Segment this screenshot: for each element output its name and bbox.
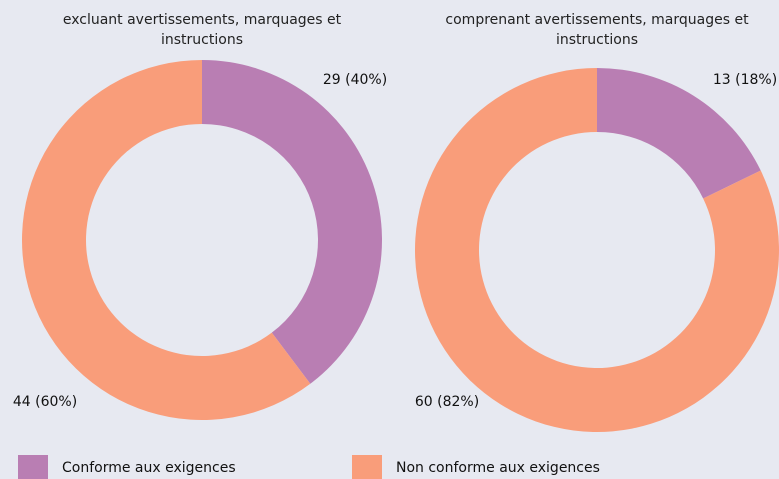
legend-label: Non conforme aux exigences xyxy=(396,460,600,476)
legend-swatch xyxy=(18,455,48,479)
chart-subtitle: comprenant avertissements, marquages et … xyxy=(445,12,749,48)
legend-swatch xyxy=(352,455,382,479)
chart-subtitle: excluant avertissements, marquages et in… xyxy=(62,12,342,48)
data-label: 13 (18%) xyxy=(713,72,777,88)
legend-label: Conforme aux exigences xyxy=(62,460,236,476)
donut-segment xyxy=(415,68,779,433)
donut-segment xyxy=(597,68,761,199)
data-label: 60 (82%) xyxy=(415,394,479,410)
donut-segment xyxy=(21,60,311,421)
data-label: 29 (40%) xyxy=(323,72,387,88)
donut-segment xyxy=(202,60,382,384)
data-label: 44 (60%) xyxy=(13,394,77,410)
